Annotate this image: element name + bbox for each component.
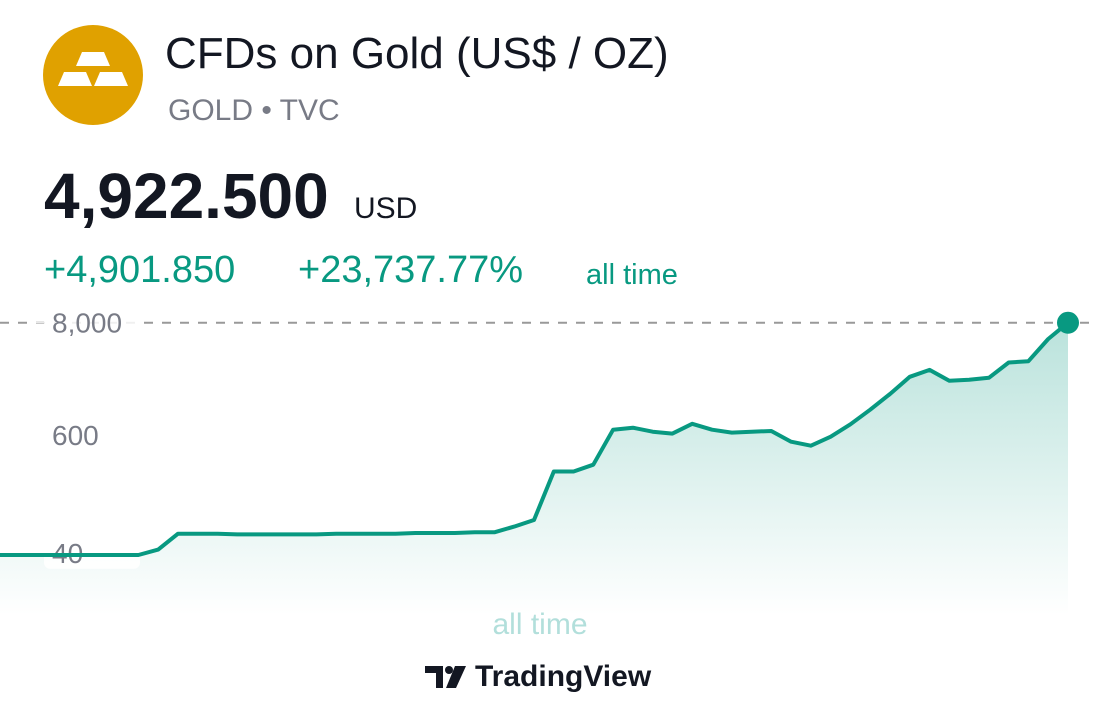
x-label: all time xyxy=(492,608,587,641)
brand-logo xyxy=(425,666,466,688)
period: all time xyxy=(586,259,678,291)
currency: USD xyxy=(354,192,417,225)
tick-label-bg xyxy=(44,419,140,452)
area xyxy=(0,322,1068,615)
subtitle: GOLD • TVC xyxy=(168,94,340,127)
tick-label-bg xyxy=(44,306,140,339)
change-percent: +23,737.77% xyxy=(298,249,523,291)
price: 4,922.500 xyxy=(44,160,329,232)
change: +4,901.850 xyxy=(44,249,235,291)
y-tick-label: 600 xyxy=(52,420,99,451)
tick-label-bg xyxy=(44,536,140,569)
title: CFDs on Gold (US$ / OZ) xyxy=(165,29,669,78)
logo xyxy=(43,25,143,125)
brand: TradingView xyxy=(475,660,652,693)
last-point xyxy=(1057,311,1079,334)
line xyxy=(0,321,1070,557)
y-tick-label: 8,000 xyxy=(52,308,122,339)
